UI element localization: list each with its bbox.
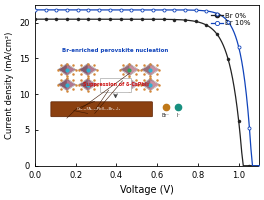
Y-axis label: Current density (mA/cm²): Current density (mA/cm²) — [5, 32, 14, 139]
Legend: Br 0%, Br 10%: Br 0%, Br 10% — [208, 10, 253, 29]
X-axis label: Voltage (V): Voltage (V) — [120, 185, 174, 195]
